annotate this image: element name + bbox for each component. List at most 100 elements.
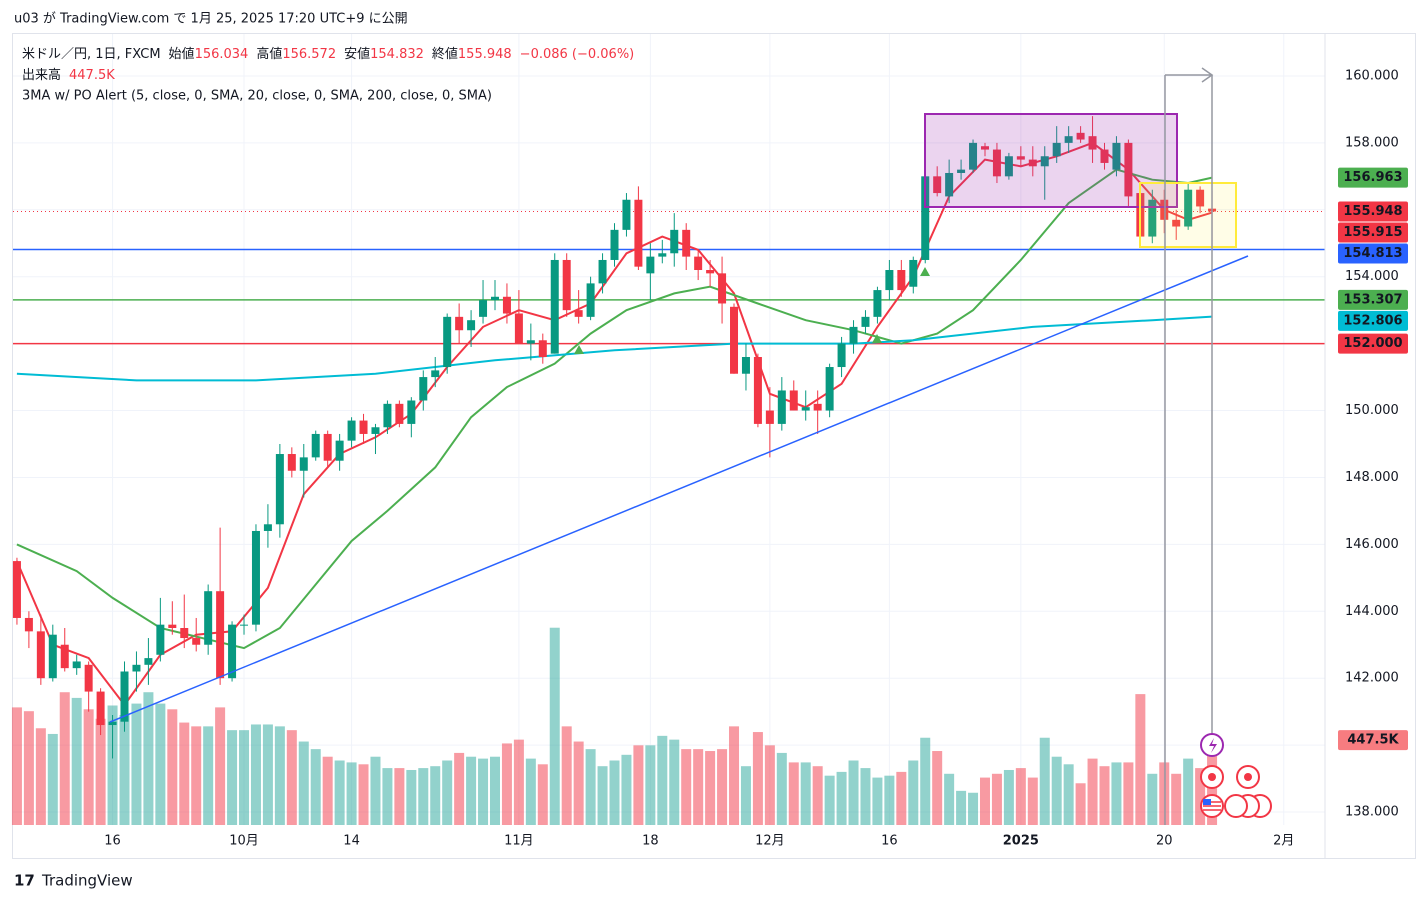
price-tag	[1338, 243, 1408, 264]
volume-bar	[1087, 758, 1098, 825]
candle-body	[861, 316, 870, 327]
candle-body	[957, 169, 966, 173]
candle-body	[514, 313, 523, 344]
candle-body	[240, 624, 249, 626]
volume-bar	[561, 726, 572, 825]
volume-bar	[597, 766, 608, 825]
volume-bar	[549, 627, 560, 825]
volume-bar	[191, 726, 202, 825]
volume-bar	[932, 751, 943, 825]
volume-bar	[788, 762, 799, 825]
volume-bar	[908, 760, 919, 825]
volume-bar	[812, 766, 823, 825]
flag-icons[interactable]	[1200, 794, 1272, 818]
plot	[11, 34, 1325, 825]
volume-bar	[1123, 762, 1134, 825]
y-tick-label: 158.000	[1345, 135, 1399, 150]
candle-body	[1076, 132, 1085, 140]
candle-body	[538, 340, 547, 357]
volume-bar	[203, 726, 214, 825]
volume-tag	[1338, 730, 1408, 751]
candle-body	[694, 256, 703, 271]
trend-line	[109, 255, 1249, 723]
candle-body	[980, 146, 989, 150]
volume-bar	[740, 766, 751, 825]
volume-bar	[956, 790, 967, 825]
volume-bar	[669, 739, 680, 825]
price-tag-label: 156.963	[1343, 170, 1402, 185]
volume-bar	[406, 769, 417, 825]
volume-bar	[979, 777, 990, 825]
candle-body	[586, 283, 595, 317]
volume-bar	[346, 762, 357, 825]
legend-item: 高値	[256, 46, 282, 62]
candle-body	[670, 229, 679, 254]
candle-body	[789, 390, 798, 411]
candle-body	[718, 273, 727, 304]
candle-body	[730, 306, 739, 374]
candle-body	[1064, 136, 1073, 143]
candle-body	[969, 142, 978, 170]
volume-bar	[95, 718, 106, 825]
volume-bar	[239, 730, 250, 825]
candle-body	[753, 356, 762, 424]
brand[interactable]: TradingView	[41, 872, 133, 890]
y-tick-label: 146.000	[1345, 537, 1399, 552]
volume-tag-label: 447.5K	[1347, 733, 1399, 748]
price-tag-label: 152.806	[1343, 313, 1402, 328]
candle-body	[395, 403, 404, 424]
candle-body	[156, 624, 165, 655]
volume-bar	[681, 749, 692, 825]
volume-bar	[920, 737, 931, 825]
chart-frame	[12, 33, 1416, 859]
volume-bar	[227, 730, 238, 825]
price-tag	[1338, 333, 1408, 354]
volume-bar	[717, 749, 728, 825]
candle-body	[897, 270, 906, 291]
volume-bar	[466, 756, 477, 825]
candle-body	[204, 591, 213, 645]
candle-body	[228, 624, 237, 679]
published-note: u03 が TradingView.com で 1月 25, 2025 17:2…	[14, 12, 408, 27]
volume-bar	[968, 792, 979, 825]
candle-body	[1124, 142, 1133, 197]
volume-bar	[298, 741, 309, 825]
volume-bar	[872, 777, 883, 825]
candle-body	[144, 658, 153, 665]
moving-average	[16, 168, 1213, 650]
candle-body	[849, 326, 858, 344]
candle-body	[383, 403, 392, 428]
volume-bar	[418, 768, 429, 825]
volume-bar	[478, 758, 489, 825]
volume-bar	[1111, 762, 1122, 825]
y-tick-label: 144.000	[1345, 604, 1399, 619]
volume-bar	[334, 760, 345, 825]
candle-body	[741, 356, 750, 374]
candle-body	[311, 433, 320, 458]
candle-body	[921, 176, 930, 260]
x-tick-label: 10月	[229, 834, 259, 849]
candle-body	[933, 176, 942, 194]
candle-body	[263, 524, 272, 531]
volume-bar	[991, 773, 1002, 825]
volume-bar	[322, 756, 333, 825]
price-tag-label: 152.000	[1343, 336, 1402, 351]
price-tag-label: 155.948	[1343, 204, 1402, 219]
candle-body	[777, 390, 786, 424]
volume-bar	[848, 760, 859, 825]
event-icon	[1209, 738, 1217, 753]
candle-body	[36, 631, 45, 679]
y-tick-label: 142.000	[1345, 671, 1399, 686]
volume-bar	[131, 703, 142, 825]
volume-bar	[454, 752, 465, 825]
candle-body	[682, 229, 691, 257]
date-range-arrow	[1165, 67, 1214, 83]
candle-body	[251, 530, 260, 625]
candle-body	[168, 624, 177, 629]
volume-bar	[1039, 737, 1050, 825]
candle-body	[1184, 189, 1193, 227]
candle-body	[909, 259, 918, 287]
brand-logo[interactable]: 17	[14, 872, 35, 890]
volume-bar	[59, 692, 70, 825]
range-box	[1139, 182, 1237, 248]
